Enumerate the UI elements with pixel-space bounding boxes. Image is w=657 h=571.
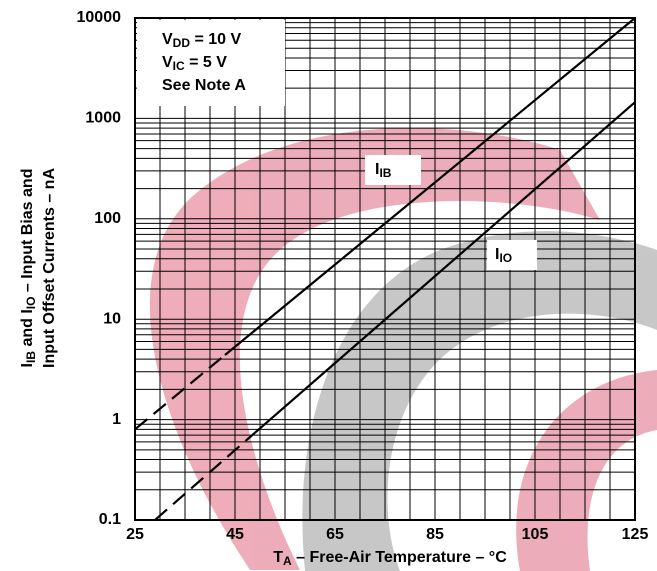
text-part: and I	[19, 309, 36, 351]
y-tick-label: 1000	[85, 110, 121, 127]
x-tick-label: 45	[226, 526, 244, 543]
subscript: IO	[499, 251, 512, 265]
x-tick-label: 65	[326, 526, 344, 543]
text-part: = 5 V	[185, 54, 228, 71]
label-bg	[365, 155, 421, 185]
subscript: IB	[24, 351, 38, 363]
grid	[134, 17, 636, 521]
subscript: IB	[379, 166, 391, 180]
text-part: See Note A	[162, 77, 246, 94]
text-part: = 10 V	[190, 31, 241, 48]
y-tick-label: 100	[94, 210, 121, 227]
text-part: Input Offset Currents – nA	[41, 168, 58, 368]
annotation: VDD = 10 V	[162, 31, 241, 50]
series-label: IIB	[375, 161, 392, 180]
label-bg	[487, 240, 537, 270]
annotation: VIC = 5 V	[162, 54, 227, 73]
text-part: – Free-Air Temperature – °C	[292, 549, 508, 566]
text-part: V	[162, 31, 173, 48]
series-line	[224, 17, 636, 356]
annotation: See Note A	[162, 77, 246, 94]
x-axis-label: TA – Free-Air Temperature – °C	[273, 549, 507, 568]
x-tick-label: 125	[622, 526, 649, 543]
text-part: I	[375, 161, 379, 178]
y-tick-label: 10	[103, 310, 121, 327]
text-part: – Input Bias and	[19, 169, 36, 297]
series-line	[154, 431, 256, 521]
y-axis-label: Input Offset Currents – nA	[41, 168, 58, 368]
subscript: A	[283, 554, 292, 568]
x-tick-label: 105	[522, 526, 549, 543]
y-tick-label: 1	[112, 411, 121, 428]
text-part: I	[19, 363, 36, 367]
text-part: V	[162, 54, 173, 71]
plot-frame	[134, 17, 636, 521]
subscript: IO	[24, 297, 38, 310]
subscript: DD	[173, 36, 191, 50]
subscript: IC	[173, 59, 185, 73]
y-tick-label: 0.1	[99, 511, 121, 528]
x-tick-label: 25	[126, 526, 144, 543]
y-tick-label: 10000	[77, 9, 122, 26]
y-axis-label: IIB and IIO – Input Bias and	[19, 169, 38, 368]
x-tick-label: 85	[426, 526, 444, 543]
text-part: T	[273, 549, 283, 566]
series-line	[134, 354, 226, 431]
series-label: IIO	[495, 246, 512, 265]
annotation-box	[137, 20, 285, 106]
text-part: I	[495, 246, 499, 263]
series-line	[254, 101, 636, 434]
